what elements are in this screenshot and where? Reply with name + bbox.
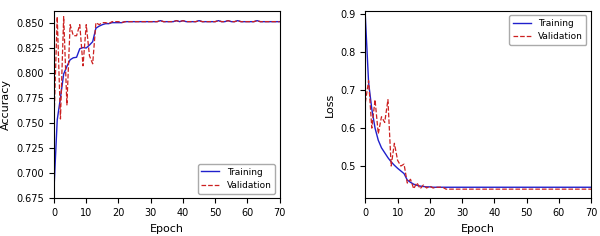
Training xyxy=(475,186,482,189)
Training xyxy=(266,20,274,23)
Validation xyxy=(442,188,449,190)
Validation xyxy=(571,188,578,190)
Training xyxy=(500,186,508,189)
Training xyxy=(536,186,543,189)
Y-axis label: Loss: Loss xyxy=(325,92,335,117)
Training xyxy=(587,186,595,189)
Validation xyxy=(50,120,58,122)
Training xyxy=(157,19,164,22)
Y-axis label: Accuracy: Accuracy xyxy=(1,79,11,130)
Validation xyxy=(53,15,61,18)
Validation xyxy=(118,21,125,24)
Validation xyxy=(371,98,379,101)
Validation xyxy=(581,188,588,190)
Validation xyxy=(266,20,274,23)
Line: Validation: Validation xyxy=(365,81,591,189)
Training xyxy=(115,21,122,24)
Validation xyxy=(587,188,595,190)
Training xyxy=(368,108,376,111)
Training xyxy=(57,97,64,99)
Training xyxy=(426,185,433,188)
Line: Training: Training xyxy=(365,17,591,187)
Validation xyxy=(397,164,404,167)
Validation xyxy=(60,15,67,18)
Validation xyxy=(478,188,485,190)
Validation xyxy=(503,188,511,190)
Validation xyxy=(224,19,232,22)
Validation xyxy=(189,20,196,23)
Line: Validation: Validation xyxy=(54,17,280,121)
Validation xyxy=(362,101,369,104)
X-axis label: Epoch: Epoch xyxy=(150,223,184,233)
X-axis label: Epoch: Epoch xyxy=(461,223,495,233)
Training xyxy=(224,19,232,22)
Training xyxy=(362,16,369,18)
Legend: Training, Validation: Training, Validation xyxy=(198,164,275,194)
Training xyxy=(430,186,437,189)
Training xyxy=(163,20,170,23)
Legend: Training, Validation: Training, Validation xyxy=(509,15,586,45)
Training xyxy=(276,20,283,23)
Validation xyxy=(276,20,283,23)
Training xyxy=(578,186,585,189)
Training xyxy=(189,20,196,23)
Line: Training: Training xyxy=(54,21,280,189)
Training xyxy=(50,187,58,190)
Validation xyxy=(365,79,372,82)
Validation xyxy=(163,20,170,23)
